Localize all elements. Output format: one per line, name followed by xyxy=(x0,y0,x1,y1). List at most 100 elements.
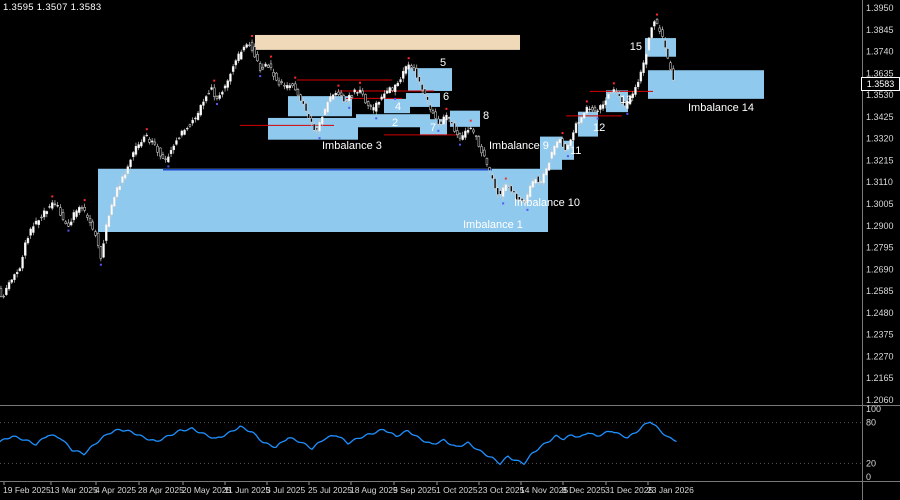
candle-body xyxy=(472,129,475,133)
candle-body xyxy=(369,105,373,107)
candle-body xyxy=(569,139,572,147)
candle-body xyxy=(499,190,502,195)
price-tick-label: 1.2795 xyxy=(866,243,894,253)
fractal-up-icon xyxy=(213,79,216,82)
candle-body xyxy=(601,104,605,109)
candle-body xyxy=(91,221,94,230)
date-label: 25 Jul 2025 xyxy=(308,485,352,495)
candle-body xyxy=(231,66,235,72)
candle-body xyxy=(105,224,108,241)
candle-body xyxy=(553,145,556,156)
supply-zone xyxy=(255,34,520,50)
imbalance-label: 8 xyxy=(483,110,489,122)
fractal-down-icon xyxy=(259,75,262,78)
candle-body xyxy=(663,40,667,48)
imbalance-zone xyxy=(406,93,440,107)
fractal-down-icon xyxy=(318,137,321,140)
candle-body xyxy=(612,89,616,93)
price-axis: 1.3950 1.3845 1.3740 1.3635 1.3530 1.3425 1.33… xyxy=(866,3,894,405)
candle-body xyxy=(15,272,19,275)
candle-body xyxy=(210,87,213,90)
candle-body xyxy=(655,19,659,25)
candle-body xyxy=(658,27,661,32)
candle-body xyxy=(334,93,337,96)
date-label: 14 Nov 2025 xyxy=(520,485,568,495)
imbalance-zone xyxy=(450,110,480,127)
price-tick-label: 1.2900 xyxy=(866,221,894,231)
candle-body xyxy=(2,295,5,298)
candle-body xyxy=(253,46,256,58)
candle-body xyxy=(580,117,583,123)
price-tick-label: 1.3530 xyxy=(866,90,894,100)
candle-body xyxy=(223,85,227,89)
candle-body xyxy=(34,220,38,225)
candle-body xyxy=(83,207,86,211)
fractal-up-icon xyxy=(561,132,564,135)
candle-body xyxy=(267,64,270,68)
candle-body xyxy=(561,138,564,148)
candle-body xyxy=(407,64,410,70)
candle-body xyxy=(426,96,429,101)
candle-body xyxy=(275,72,278,81)
candle-body xyxy=(358,89,362,93)
oscillator-scale-label: 20 xyxy=(866,458,876,468)
candle-body xyxy=(32,226,35,233)
candle-body xyxy=(312,123,316,131)
candle-body xyxy=(512,190,516,193)
candle-body xyxy=(653,21,656,27)
candle-body xyxy=(18,268,22,272)
candle-body xyxy=(56,205,59,207)
candle-body xyxy=(64,221,67,224)
candle-body xyxy=(558,139,562,144)
candle-body xyxy=(145,134,148,137)
candle-body xyxy=(607,93,610,99)
candle-body xyxy=(626,101,629,109)
candle-body xyxy=(21,257,24,269)
date-label: 8 Dec 2025 xyxy=(562,485,606,495)
candle-body xyxy=(248,44,251,47)
fractal-up-icon xyxy=(337,84,340,87)
candle-body xyxy=(329,96,332,102)
date-label: 20 May 2025 xyxy=(182,485,231,495)
candle-body xyxy=(264,63,267,67)
imbalance-zone xyxy=(606,90,628,113)
candle-body xyxy=(272,72,275,77)
candle-body xyxy=(69,221,73,226)
candle-body xyxy=(545,168,548,176)
candle-body xyxy=(515,193,518,201)
candle-body xyxy=(191,119,194,124)
candle-body xyxy=(80,207,84,209)
candle-body xyxy=(399,79,402,83)
price-tick-label: 1.2060 xyxy=(866,395,894,405)
candle-body xyxy=(172,145,175,151)
candle-body xyxy=(585,106,589,114)
candle-body xyxy=(456,130,459,135)
candle-body xyxy=(258,63,262,71)
candle-body xyxy=(137,144,140,149)
candle-body xyxy=(385,90,389,94)
candle-body xyxy=(534,179,537,184)
candle-body xyxy=(523,199,526,204)
imbalance-label: 11 xyxy=(570,145,581,157)
candle-body xyxy=(526,194,529,204)
candle-body xyxy=(520,198,524,203)
candle-body xyxy=(550,151,553,159)
fractal-up-icon xyxy=(294,76,297,79)
candle-body xyxy=(5,287,8,295)
candle-body xyxy=(134,146,138,155)
candle-body xyxy=(321,116,324,124)
candle-body xyxy=(366,101,370,106)
candle-body xyxy=(113,196,116,207)
candle-body xyxy=(372,107,375,111)
candle-body xyxy=(510,185,513,192)
imbalance-zone xyxy=(648,70,764,99)
candle-body xyxy=(474,135,478,137)
candle-body xyxy=(361,90,364,95)
candle-body xyxy=(294,83,297,91)
candle-body xyxy=(218,95,221,99)
fractal-up-icon xyxy=(585,100,588,103)
candle-body xyxy=(539,181,543,183)
candle-body xyxy=(375,102,378,112)
